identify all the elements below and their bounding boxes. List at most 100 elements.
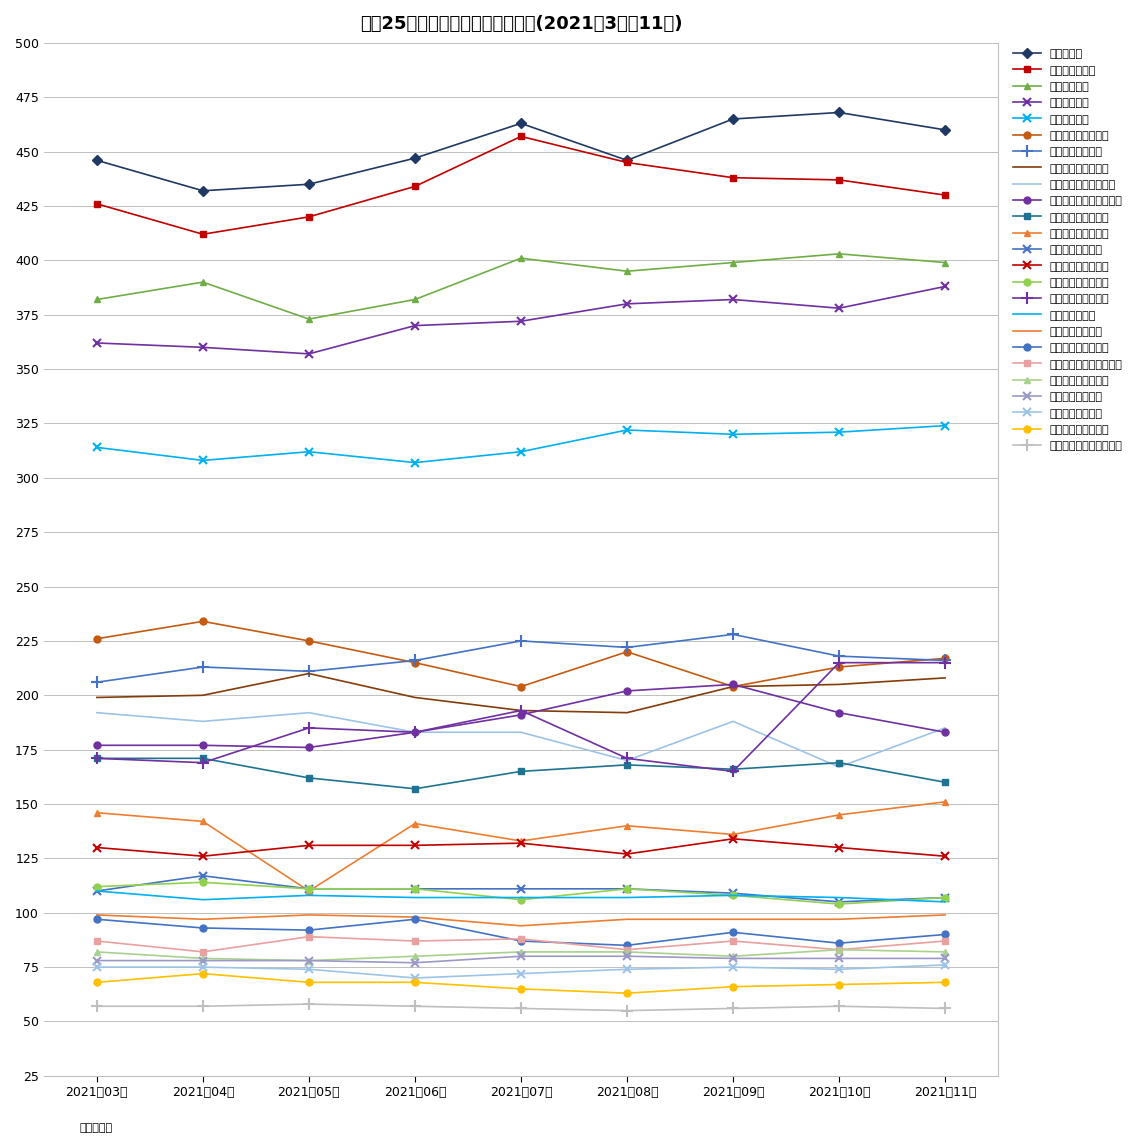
東京都渋谷区 [408,292,422,306]
Line: 大阪府堺市堺区: 大阪府堺市堺区 [97,891,945,902]
神奈川県川崎市川崎区 [514,725,528,739]
愛知県名古屋市中区 [938,795,952,808]
兵庫県神戸市中央区 [832,756,846,770]
岡山県岡山市北区 [514,919,528,932]
広島県広島市中区 [302,882,316,896]
神奈川県横浜市中区 [196,689,209,703]
千葉県千葉市中央区 [620,882,633,896]
広島県広島市中区 [408,882,422,896]
神奈川県川崎市川崎区 [620,754,633,767]
東京都新宿区 [90,440,103,454]
大阪府堺市堺区 [938,895,952,908]
千葉県千葉市中央区 [938,890,952,904]
神奈川県相模原市中央区 [938,935,952,948]
新潟県新潟市中央区 [302,954,316,968]
熊本県熊本市中央区 [196,966,209,980]
東京都港区 [196,184,209,198]
静岡県静岡市葵区 [832,952,846,965]
岡山県岡山市北区 [938,908,952,922]
兵庫県神戸市中央区 [196,752,209,765]
新潟県新潟市中央区 [90,945,103,958]
Line: 東京都千代田区: 東京都千代田区 [93,133,948,238]
神奈川県相模原市中央区 [620,943,633,956]
東京都千代田区 [90,197,103,210]
千葉県千葉市中央区 [302,882,316,896]
福岡県北九州市小倉北区 [302,997,316,1011]
大阪府大阪市北区 [90,675,103,689]
千葉県千葉市中央区 [196,875,209,889]
福岡県北九州市小倉北区 [90,999,103,1013]
大阪府堺市堺区 [514,890,528,904]
愛知県名古屋市中区 [727,828,740,841]
大阪府堺市堺区 [832,890,846,904]
Line: 東京都中央区: 東京都中央区 [93,282,949,358]
神奈川県横浜市中区 [302,666,316,680]
新潟県新潟市中央区 [514,945,528,958]
宮城県仙台市青葉区 [514,704,528,717]
兵庫県神戸市中央区 [514,764,528,778]
神奈川県横浜市中区 [727,680,740,694]
静岡県浜松市中区 [514,966,528,980]
神奈川県川崎市川崎区 [196,714,209,728]
兵庫県神戸市中央区 [302,771,316,785]
広島県広島市中区 [620,882,633,896]
兵庫県神戸市中央区 [408,782,422,796]
静岡県浜松市中区 [938,958,952,972]
福岡県北九州市小倉北区 [620,1004,633,1018]
Line: 福岡県北九州市小倉北区: 福岡県北九州市小倉北区 [91,998,951,1016]
熊本県熊本市中央区 [514,982,528,996]
岡山県岡山市北区 [196,913,209,927]
東京都新宿区 [727,428,740,441]
大阪府堺市堺区 [196,893,209,906]
新潟県新潟市中央区 [727,949,740,963]
福岡県北九州市小倉北区 [408,999,422,1013]
神奈川県横浜市中区 [832,678,846,691]
広島県広島市中区 [832,895,846,908]
熊本県熊本市中央区 [832,978,846,991]
静岡県静岡市葵区 [727,952,740,965]
東京都新宿区 [302,445,316,458]
東京都中央区 [408,318,422,332]
埼玉県さいたま市浦和区 [302,740,316,754]
千葉県千葉市中央区 [727,888,740,902]
静岡県静岡市葵区 [408,956,422,970]
神奈川県川崎市川崎区 [832,761,846,774]
大阪府大阪市北区 [620,640,633,654]
岡山県岡山市北区 [832,913,846,927]
大阪府堺市堺区 [90,885,103,898]
東京都港区 [90,153,103,167]
東京都中央区 [620,297,633,310]
岡山県岡山市北区 [620,913,633,927]
岡山県岡山市北区 [302,908,316,922]
福岡県北九州市小倉北区 [832,999,846,1013]
東京都新宿区 [938,418,952,432]
Line: 東京都新宿区: 東京都新宿区 [93,422,949,467]
東京都新宿区 [620,423,633,437]
広島県広島市中区 [196,869,209,882]
東京都千代田区 [727,171,740,184]
東京都港区 [727,113,740,126]
京都府京都市中京区 [196,614,209,628]
宮城県仙台市青葉区 [302,721,316,735]
Line: 福岡県福岡市中央区: 福岡県福岡市中央区 [93,835,949,861]
広島県広島市中区 [514,882,528,896]
神奈川県横浜市中区 [514,704,528,717]
大阪府堺市堺区 [302,888,316,902]
埼玉県さいたま市浦和区 [196,738,209,752]
愛知県名古屋市中区 [832,808,846,822]
埼玉県さいたま市浦和区 [727,678,740,691]
愛知県名古屋市中区 [620,819,633,832]
広島県広島市中区 [90,885,103,898]
埼玉県さいたま市浦和区 [408,725,422,739]
Legend: 東京都港区, 東京都千代田区, 東京都渋谷区, 東京都中央区, 東京都新宿区, 京都府京都市中京区, 大阪府大阪市北区, 神奈川県横浜市中区, 神奈川県川崎市川: 東京都港区, 東京都千代田区, 東京都渋谷区, 東京都中央区, 東京都新宿区, … [1013,49,1122,451]
大阪府堺市堺区 [727,888,740,902]
東京都渋谷区 [514,251,528,265]
東京都新宿区 [514,445,528,458]
東京都千代田区 [938,189,952,202]
東京都千代田区 [196,227,209,241]
Line: 愛知県名古屋市中区: 愛知県名古屋市中区 [93,798,948,895]
神奈川県川崎市川崎区 [727,714,740,728]
福岡県北九州市小倉北区 [196,999,209,1013]
愛知県名古屋市中区 [302,885,316,898]
神奈川県横浜市中区 [938,671,952,684]
